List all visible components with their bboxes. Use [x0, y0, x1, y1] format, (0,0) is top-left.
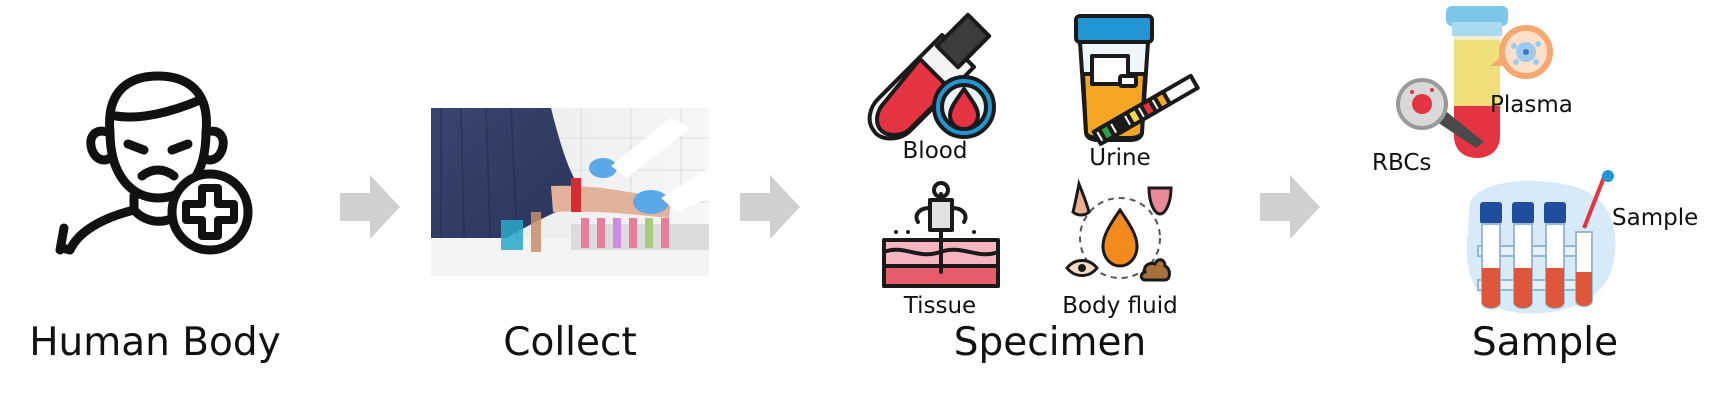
stage-label-collect: Collect [503, 320, 637, 365]
centrifuged-tube-icon [1396, 6, 1553, 158]
sick-person-medical-icon [55, 71, 253, 255]
tissue-biopsy-icon [882, 181, 1000, 288]
specimen-label-body-fluid: Body fluid [1062, 293, 1178, 319]
stage-label-specimen: Specimen [953, 320, 1147, 365]
sample-part-label-sample: Sample [1612, 205, 1699, 231]
human-body-stage [50, 60, 270, 290]
specimen-urine [1070, 12, 1200, 146]
specimen-label-tissue: Tissue [903, 293, 977, 319]
body-fluid-icon [1065, 178, 1173, 282]
stage-label-human-body: Human Body [29, 320, 281, 365]
specimen-body-fluid [1065, 178, 1175, 290]
flow-arrow-icon [740, 175, 800, 239]
sample-rack-group [1462, 170, 1627, 320]
specimen-label-blood: Blood [902, 138, 968, 164]
sample-rack-icon [1466, 170, 1616, 314]
urine-cup-icon [1074, 14, 1200, 146]
flow-arrow-icon [1260, 175, 1320, 239]
centrifuged-tube-group [1390, 4, 1570, 164]
sample-part-label-rbcs: RBCs [1372, 150, 1432, 176]
specimen-tissue [878, 180, 1003, 290]
stage-label-sample: Sample [1471, 320, 1619, 365]
blood-draw-photo [431, 108, 709, 276]
sample-part-label-plasma: Plasma [1490, 92, 1573, 118]
blood-tube-icon [867, 12, 996, 141]
flow-arrow-icon [340, 175, 400, 239]
specimen-label-urine: Urine [1089, 145, 1151, 171]
specimen-blood [867, 12, 1000, 141]
